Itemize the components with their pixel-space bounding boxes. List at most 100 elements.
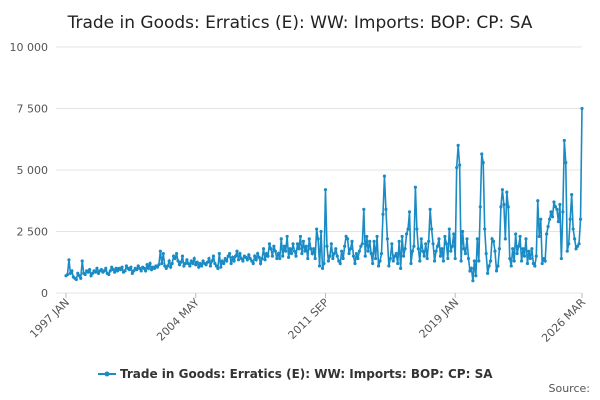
point [376,264,381,268]
point [497,247,502,251]
point [222,261,226,266]
point [87,268,92,272]
point [136,264,140,268]
point [381,212,385,216]
point [130,271,134,275]
point [337,259,341,263]
point [80,259,84,263]
point [424,242,428,246]
point [359,244,363,248]
point [458,163,462,167]
point [244,255,248,259]
point [229,261,233,266]
point [139,269,143,273]
point [247,253,251,257]
point [282,244,286,248]
point [354,252,359,256]
point [341,256,345,261]
point [99,268,103,272]
point [543,259,547,263]
point [208,264,213,268]
point [434,249,438,253]
point [565,249,569,253]
point [107,272,111,277]
point [542,256,546,261]
point [575,244,580,248]
point [379,252,384,256]
point [502,202,506,207]
point [304,244,308,248]
point [116,269,120,273]
point [536,199,540,203]
point [230,255,235,259]
point [205,260,210,264]
point [233,254,238,258]
point [287,255,291,259]
point [517,244,521,248]
point [494,269,499,273]
point [486,271,490,275]
point [144,269,148,273]
point [484,252,488,256]
point [102,269,106,273]
point [317,264,322,268]
point [431,242,435,246]
point [340,249,344,253]
point [362,207,366,211]
point [238,252,242,256]
point [245,258,249,262]
x-tick-label: 2011 SEP [286,296,332,342]
point [219,265,223,269]
point [375,234,379,239]
point [113,270,117,274]
point [86,270,90,274]
point [347,252,351,256]
point [195,260,199,264]
point [483,227,487,231]
point [469,266,474,270]
point [155,265,160,269]
point [567,242,571,246]
point [322,261,326,266]
point [503,237,507,241]
point [104,266,108,270]
point [459,259,463,263]
point [455,165,459,170]
point [235,249,239,253]
point [531,261,535,266]
point [207,256,211,261]
legend-marker [104,371,110,377]
point [555,207,559,211]
x-tick-label: 2026 MAR [539,296,588,345]
y-tick-label: 5 000 [17,164,49,177]
point [465,237,469,241]
point [369,252,373,256]
point [281,254,285,258]
point [250,259,254,263]
point [515,252,519,256]
point [259,261,263,266]
point [453,256,457,261]
point [533,264,537,268]
point [167,259,171,263]
point [95,266,99,270]
point [573,237,577,241]
point [118,268,123,272]
point [344,234,348,239]
point [348,247,353,251]
point [174,252,179,256]
point [129,265,133,269]
point [65,272,70,277]
point [257,255,261,259]
point [472,259,476,263]
point [446,256,450,261]
point [284,249,288,253]
point [76,271,80,275]
point [403,247,407,251]
point [294,254,298,258]
point [522,254,527,258]
point [410,249,415,253]
point [300,252,304,256]
point [447,227,451,231]
